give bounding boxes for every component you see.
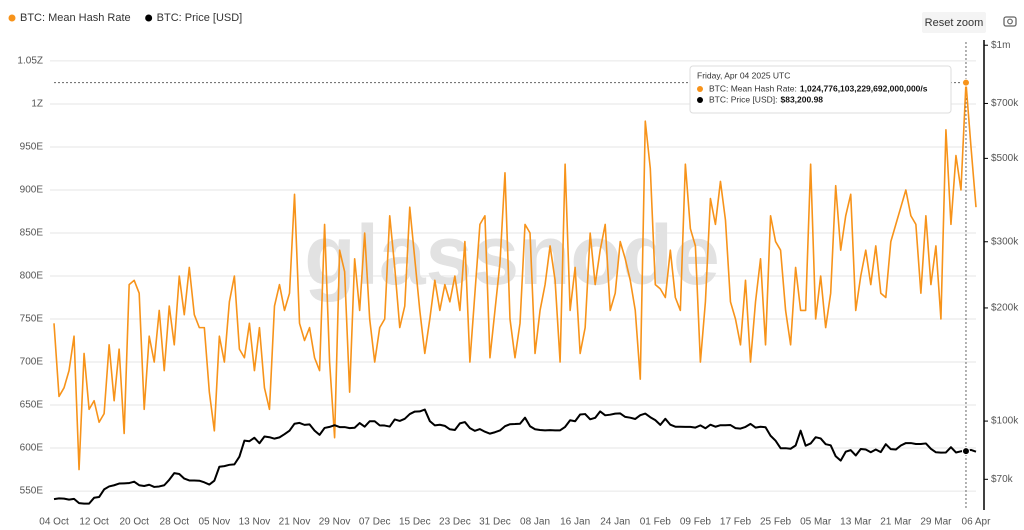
x-tick-label: 17 Feb — [720, 517, 752, 528]
x-tick-label: 01 Feb — [640, 517, 672, 528]
legend-marker — [145, 14, 153, 22]
y-tick-label: 850E — [20, 228, 44, 239]
tooltip-value: 1,024,776,103,229,692,000,000/s — [800, 83, 928, 93]
x-tick-label: 07 Dec — [359, 517, 391, 528]
camera-lens[interactable] — [1007, 18, 1013, 25]
y2-tick-label: $500k — [991, 153, 1019, 164]
series-line — [53, 81, 977, 471]
y-tick-label: 1.05Z — [17, 56, 43, 67]
y-tick-label: 650E — [20, 400, 44, 411]
x-tick-label: 21 Nov — [279, 517, 311, 528]
y2-tick-label: $200k — [991, 303, 1019, 314]
x-tick-label: 28 Oct — [160, 517, 190, 528]
reset-zoom-bg[interactable] — [922, 12, 986, 33]
tooltip-label: BTC: Mean Hash Rate: — [709, 83, 797, 93]
x-tick-label: 09 Feb — [680, 517, 712, 528]
y-tick-label: 750E — [20, 314, 44, 325]
tooltip-date: Friday, Apr 04 2025 UTC — [697, 70, 790, 80]
x-tick-label: 23 Dec — [439, 517, 471, 528]
x-tick-label: 08 Jan — [520, 517, 550, 528]
y2-tick-label: $1m — [991, 40, 1010, 51]
tooltip-label: BTC: Price [USD]: — [709, 94, 777, 104]
x-tick-label: 04 Oct — [39, 517, 69, 528]
legend-label: BTC: Mean Hash Rate — [20, 12, 131, 24]
y-tick-label: 550E — [20, 486, 44, 497]
y2-tick-label: $100k — [991, 416, 1019, 427]
x-tick-label: 13 Nov — [239, 517, 271, 528]
y2-tick-label: $70k — [991, 474, 1014, 485]
camera-body[interactable] — [1003, 16, 1017, 27]
x-tick-label: 15 Dec — [399, 517, 431, 528]
x-tick-label: 05 Mar — [800, 517, 832, 528]
x-tick-label: 20 Oct — [119, 517, 149, 528]
x-tick-label: 29 Mar — [920, 517, 952, 528]
x-tick-label: 12 Oct — [79, 517, 109, 528]
tooltip-value: $83,200.98 — [780, 94, 823, 104]
y2-tick-label: $700k — [991, 98, 1019, 109]
y2-tick-label: $300k — [991, 236, 1019, 247]
y-tick-label: 600E — [20, 443, 44, 454]
x-tick-label: 06 Apr — [962, 517, 992, 528]
series-line — [53, 408, 977, 505]
hover-point — [961, 447, 970, 456]
reset-zoom-text[interactable]: Reset zoom — [925, 17, 984, 29]
x-tick-label: 05 Nov — [199, 517, 231, 528]
tooltip-bg — [689, 65, 952, 114]
y-tick-label: 1Z — [31, 99, 43, 110]
legend-marker — [8, 14, 16, 22]
y-tick-label: 950E — [20, 142, 44, 153]
x-tick-label: 31 Dec — [479, 517, 511, 528]
y-tick-label: 700E — [20, 357, 44, 368]
y-tick-label: 900E — [20, 185, 44, 196]
hover-point — [961, 78, 970, 87]
x-tick-label: 21 Mar — [880, 517, 912, 528]
x-tick-label: 13 Mar — [840, 517, 872, 528]
reset-zoom-button[interactable]: Reset zoom — [922, 12, 986, 33]
tooltip-marker — [697, 86, 703, 92]
x-tick-label: 16 Jan — [560, 517, 590, 528]
watermark: glassnode — [304, 208, 719, 302]
x-tick-label: 24 Jan — [600, 517, 630, 528]
y-tick-label: 800E — [20, 271, 44, 282]
x-tick-label: 25 Feb — [760, 517, 792, 528]
legend-label: BTC: Price [USD] — [157, 12, 243, 24]
x-tick-label: 29 Nov — [319, 517, 351, 528]
tooltip-marker — [697, 97, 703, 103]
tooltip: Friday, Apr 04 2025 UTC BTC: Mean Hash Ra… — [689, 65, 952, 114]
camera-icon[interactable] — [1003, 16, 1017, 27]
